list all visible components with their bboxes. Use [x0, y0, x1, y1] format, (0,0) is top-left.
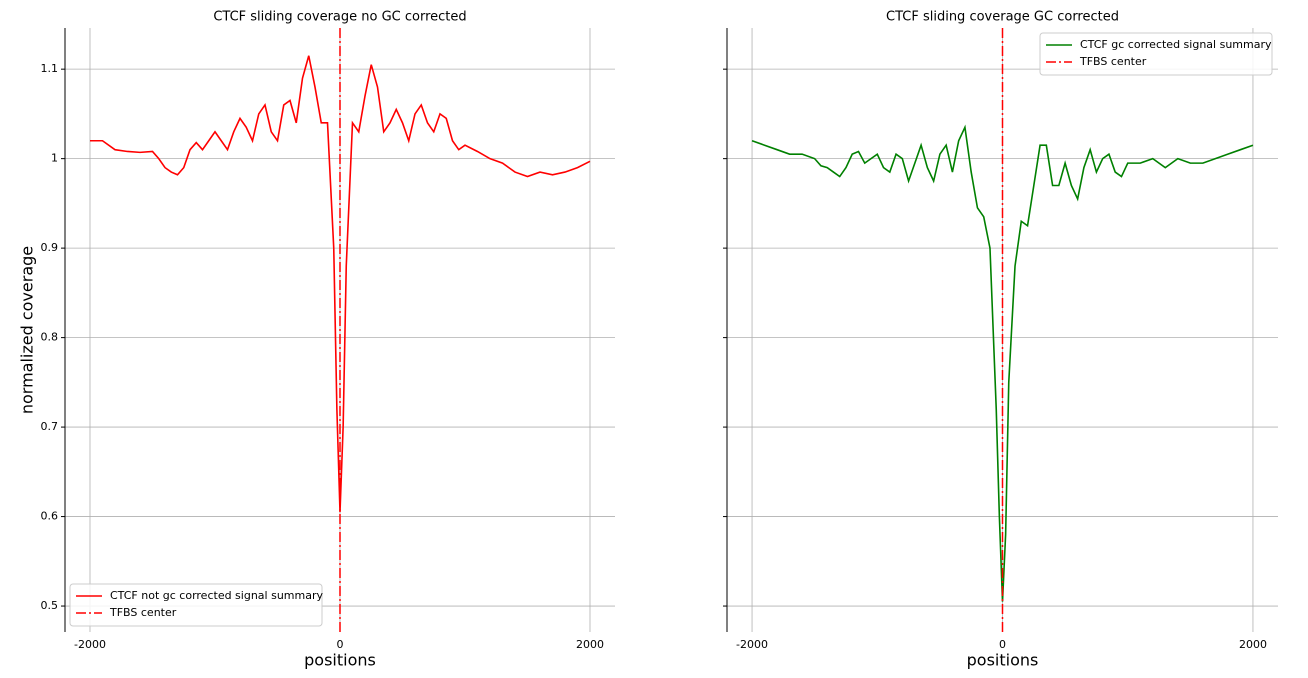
y-tick-label: 0.5 — [41, 599, 59, 612]
x-axis-label: positions — [967, 651, 1039, 670]
x-tick-label: 0 — [999, 638, 1006, 651]
y-axis-label: normalized coverage — [18, 246, 37, 414]
legend: CTCF gc corrected signal summary TFBS cen… — [1039, 32, 1273, 76]
x-axis-label: positions — [304, 651, 376, 670]
x-tick-label: -2000 — [736, 638, 768, 651]
x-tick-label: 2000 — [576, 638, 604, 651]
y-tick-label: 0.7 — [41, 420, 59, 433]
y-tick-label: 1 — [51, 152, 58, 165]
y-tick-label: 0.9 — [41, 241, 59, 254]
y-tick-label: 1.1 — [41, 62, 59, 75]
legend: CTCF not gc corrected signal summary TFBS… — [69, 583, 323, 627]
legend-box — [69, 583, 323, 627]
data-line — [751, 124, 1254, 602]
data-line — [90, 55, 591, 513]
x-tick-label: -2000 — [74, 638, 106, 651]
legend-box — [1039, 32, 1273, 76]
legend-label: CTCF gc corrected signal summary — [1080, 38, 1272, 51]
legend-label: CTCF not gc corrected signal summary — [110, 589, 323, 602]
y-tick-label: 0.6 — [41, 510, 59, 523]
legend-label: TFBS center — [1079, 55, 1147, 68]
y-tick-label: 0.8 — [41, 331, 59, 344]
x-tick-label: 2000 — [1239, 638, 1267, 651]
chart-title: CTCF sliding coverage GC corrected — [886, 10, 1119, 25]
x-tick-label: 0 — [337, 638, 344, 651]
legend-label: TFBS center — [109, 606, 177, 619]
chart-title: CTCF sliding coverage no GC corrected — [213, 10, 466, 25]
